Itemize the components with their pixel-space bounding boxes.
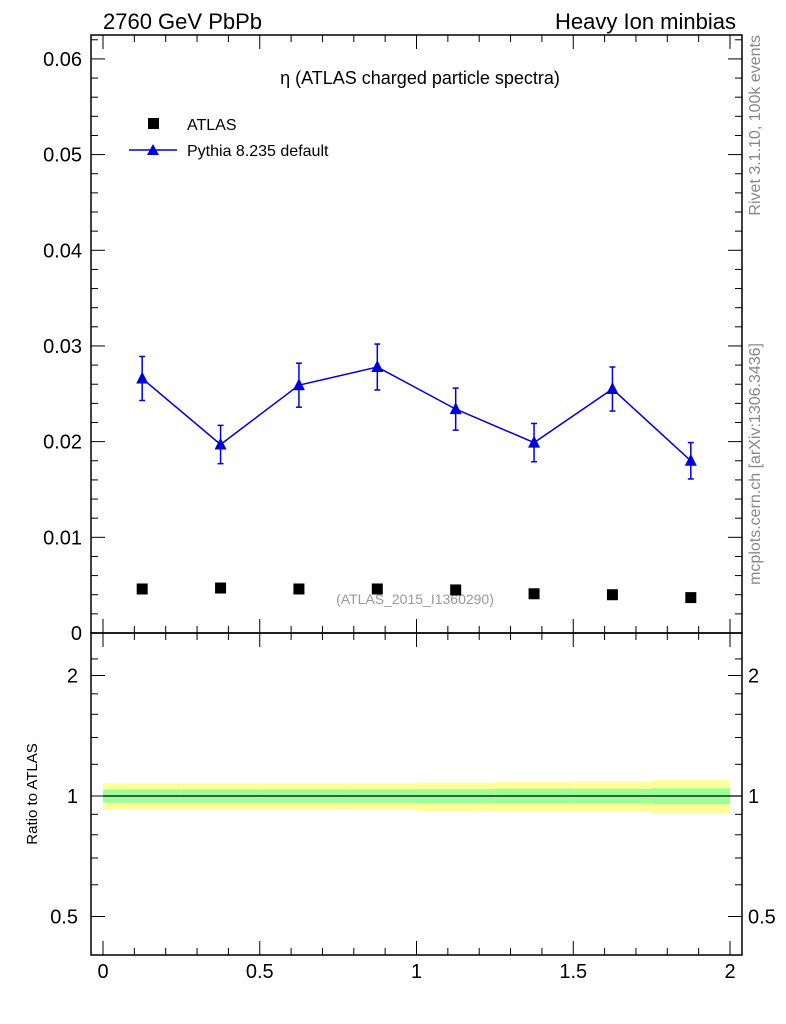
atlas-point xyxy=(685,592,697,604)
pythia-point xyxy=(292,378,305,391)
x-tick-label: 1.5 xyxy=(559,961,587,983)
y-tick-label-right: 2 xyxy=(748,666,759,688)
x-tick-label: 0 xyxy=(97,961,108,983)
header-left: 2760 GeV PbPb xyxy=(103,9,262,34)
legend-atlas-marker xyxy=(148,118,159,129)
atlas-point xyxy=(606,589,618,601)
atlas-point xyxy=(528,588,540,600)
ratio-ylabel: Ratio to ATLAS xyxy=(24,743,41,844)
legend-pythia-label: Pythia 8.235 default xyxy=(187,143,329,160)
rivet-label: Rivet 3.1.10, 100k events xyxy=(747,35,764,216)
y-tick-label: 0 xyxy=(71,623,82,645)
legend-atlas-label: ATLAS xyxy=(187,117,237,134)
y-tick-label: 0.04 xyxy=(43,240,82,262)
y-tick-label-left: 2 xyxy=(67,666,78,688)
mcplots-label: mcplots.cern.ch [arXiv:1306.3436] xyxy=(747,343,764,585)
ratio-panel: 0.5 0.5 1 1 2 2 0 0.5 1 1.5 2 Ratio to ATLAS xyxy=(24,632,776,983)
y-tick-label: 0.06 xyxy=(43,49,82,71)
y-tick-label: 0.02 xyxy=(43,432,82,454)
main-title: η (ATLAS charged particle spectra) xyxy=(280,68,560,88)
y-tick-label: 0.05 xyxy=(43,145,82,167)
pythia-point xyxy=(528,435,541,448)
pythia-point xyxy=(606,382,619,395)
y-tick-label: 0.03 xyxy=(43,336,82,358)
atlas-point xyxy=(450,584,462,596)
pythia-point xyxy=(449,402,462,415)
pythia-point xyxy=(684,453,697,466)
y-tick-label: 0.01 xyxy=(43,527,82,549)
legend-pythia-marker xyxy=(147,144,159,155)
y-tick-label-right: 1 xyxy=(748,786,759,808)
x-tick-label: 1 xyxy=(411,961,422,983)
pythia-line xyxy=(141,366,692,462)
pythia-point xyxy=(136,371,149,384)
atlas-point xyxy=(136,583,148,595)
atlas-point xyxy=(215,582,227,594)
watermark: (ATLAS_2015_I1360290) xyxy=(336,591,494,607)
x-tick-label: 2 xyxy=(724,961,735,983)
main-panel: 0 0.01 0.02 0.03 0.04 0.05 0.06 η (ATLAS charg… xyxy=(43,34,743,645)
legend: ATLAS Pythia 8.235 default xyxy=(129,117,329,160)
y-tick-label-left: 1 xyxy=(67,786,78,808)
y-tick-label-right: 0.5 xyxy=(748,907,776,929)
x-tick-label: 0.5 xyxy=(246,961,274,983)
atlas-point xyxy=(371,583,383,595)
header-right: Heavy Ion minbias xyxy=(555,9,736,34)
y-tick-label-left: 0.5 xyxy=(50,907,78,929)
pythia-point xyxy=(214,437,227,450)
pythia-point xyxy=(371,360,384,373)
atlas-point xyxy=(293,583,305,595)
